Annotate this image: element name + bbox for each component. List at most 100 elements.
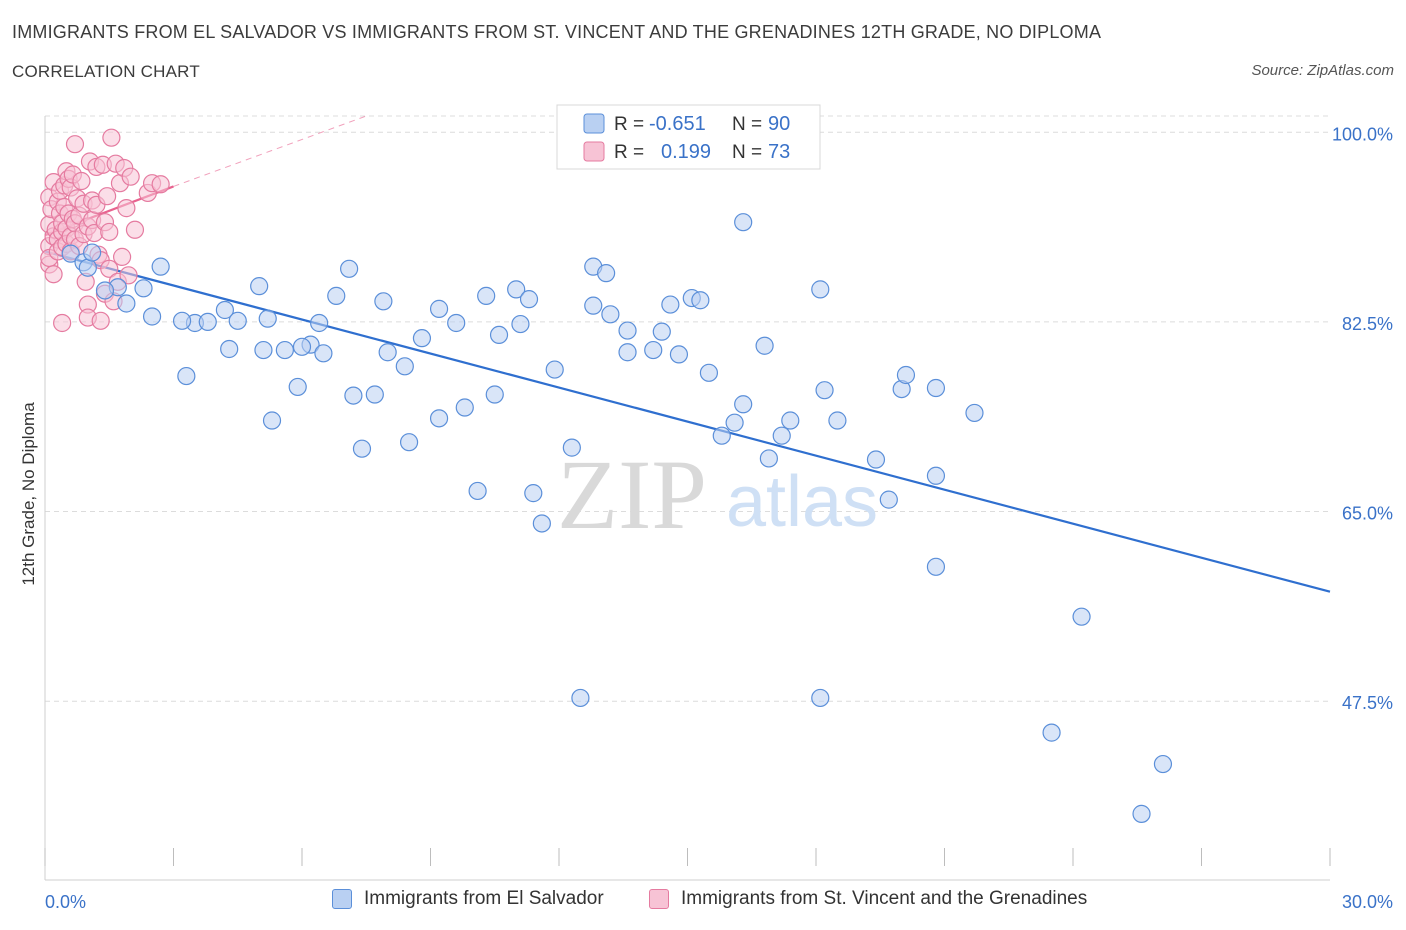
- chart-title: IMMIGRANTS FROM EL SALVADOR VS IMMIGRANT…: [12, 22, 1102, 42]
- el-salvador-point: [177, 366, 196, 386]
- el-salvador-point: [340, 259, 359, 278]
- el-salvador-point: [365, 385, 384, 404]
- el-salvador-point: [879, 490, 898, 509]
- st-vincent-point: [44, 265, 63, 284]
- el-salvador-point: [78, 258, 97, 277]
- el-salvador-point: [618, 321, 637, 340]
- st-vincent-point: [100, 222, 119, 242]
- el-salvador-point: [258, 309, 277, 328]
- el-salvador-point: [926, 378, 946, 398]
- legend-swatch-pink: [583, 141, 605, 162]
- st-vincent-point: [100, 259, 119, 278]
- st-vincent-point: [102, 128, 121, 147]
- legend-r-label-blue: R =: [614, 114, 644, 135]
- el-salvador-point: [562, 438, 581, 457]
- el-salvador-point: [447, 313, 466, 333]
- el-salvador-point: [772, 426, 791, 445]
- el-salvador-point: [661, 295, 680, 314]
- legend-r-value-pink: 0.199: [661, 141, 711, 163]
- el-salvador-point: [811, 688, 830, 708]
- el-salvador-point: [314, 344, 333, 363]
- x-tick-label: 0.0%: [45, 892, 86, 912]
- legend-item-el-salvador: Immigrants from El Salvador: [332, 888, 604, 910]
- el-salvador-point: [142, 307, 162, 326]
- el-salvador-point: [601, 305, 620, 324]
- el-salvador-point: [228, 311, 247, 330]
- el-salvador-point: [275, 340, 294, 360]
- el-salvador-point: [545, 360, 564, 379]
- st-vincent-point: [98, 187, 117, 206]
- el-salvador-point: [344, 386, 363, 405]
- el-salvador-point: [781, 411, 800, 430]
- st-vincent-point: [72, 171, 91, 191]
- el-salvador-point: [691, 291, 710, 310]
- y-tick-label: 82.5%: [1342, 314, 1393, 334]
- el-salvador-point: [597, 264, 616, 283]
- el-salvador-point: [220, 339, 239, 359]
- el-salvador-point: [198, 312, 217, 332]
- watermark: ZIP atlas: [557, 439, 878, 550]
- el-salvador-point: [866, 450, 886, 469]
- el-salvador-point: [429, 299, 449, 318]
- st-vincent-point: [117, 199, 136, 218]
- watermark-atlas: atlas: [726, 462, 878, 542]
- el-salvador-point: [811, 280, 830, 299]
- y-tick-label: 100.0%: [1332, 124, 1393, 144]
- el-salvador-point: [669, 345, 689, 364]
- y-tick-label: 65.0%: [1342, 504, 1393, 524]
- legend-r-label-pink: R =: [614, 142, 644, 163]
- legend-swatch-st-vincent: [649, 889, 669, 909]
- st-vincent-point: [91, 311, 110, 330]
- el-salvador-point: [412, 329, 432, 348]
- bottom-legend: Immigrants from El Salvador Immigrants f…: [0, 888, 1406, 918]
- legend-n-value-pink: 73: [768, 141, 790, 163]
- el-salvador-point: [395, 357, 414, 376]
- el-salvador-point: [151, 257, 170, 276]
- el-salvador-point: [1132, 804, 1151, 823]
- legend-label-st-vincent: Immigrants from St. Vincent and the Gren…: [681, 888, 1088, 909]
- legend-n-label-pink: N =: [732, 142, 762, 163]
- el-salvador-point: [172, 311, 192, 330]
- el-salvador-point: [327, 286, 346, 305]
- el-salvador-point: [734, 395, 753, 414]
- el-salvador-point: [828, 411, 847, 430]
- el-salvador-point: [489, 325, 509, 345]
- el-salvador-point: [134, 279, 153, 298]
- el-salvador-point: [352, 439, 372, 458]
- el-salvador-point: [477, 286, 496, 305]
- el-salvador-point: [519, 290, 539, 309]
- legend-n-value-blue: 90: [768, 113, 790, 135]
- el-salvador-point: [571, 688, 590, 708]
- el-salvador-point: [618, 343, 637, 362]
- el-salvador-point: [815, 381, 834, 400]
- el-salvador-point: [507, 280, 526, 299]
- el-salvador-point: [725, 413, 744, 432]
- legend-box: R = -0.651 N = 90 R = 0.199 N = 73: [556, 104, 821, 170]
- watermark-zip: ZIP: [557, 439, 707, 550]
- el-salvador-point: [734, 213, 753, 232]
- el-salvador-point: [288, 377, 307, 397]
- el-salvador-point: [532, 514, 551, 533]
- st-vincent-trend-extension: [173, 115, 367, 187]
- el-salvador-point: [250, 277, 269, 296]
- st-vincent-point: [119, 266, 138, 285]
- tick-labels: 100.0% 82.5% 65.0% 47.5% 0.0% 30.0%: [45, 124, 1393, 912]
- st-vincent-point: [151, 175, 170, 194]
- el-salvador-point: [511, 314, 530, 334]
- el-salvador-point: [83, 243, 102, 262]
- el-salvador-point: [310, 313, 329, 333]
- el-salvador-point: [117, 294, 136, 313]
- el-salvador-point: [485, 385, 504, 404]
- legend-label-el-salvador: Immigrants from El Salvador: [364, 888, 604, 909]
- legend-item-st-vincent: Immigrants from St. Vincent and the Gren…: [649, 888, 1087, 910]
- st-vincent-point: [53, 313, 72, 333]
- el-salvador-point: [1153, 754, 1173, 774]
- el-salvador-point: [759, 449, 778, 468]
- el-salvador-point: [429, 409, 449, 428]
- el-salvador-point: [524, 484, 543, 503]
- el-salvador-point: [584, 296, 603, 315]
- st-vincent-point: [112, 247, 132, 266]
- el-salvador-point: [1042, 723, 1061, 742]
- chart-subtitle: CORRELATION CHART: [12, 62, 200, 81]
